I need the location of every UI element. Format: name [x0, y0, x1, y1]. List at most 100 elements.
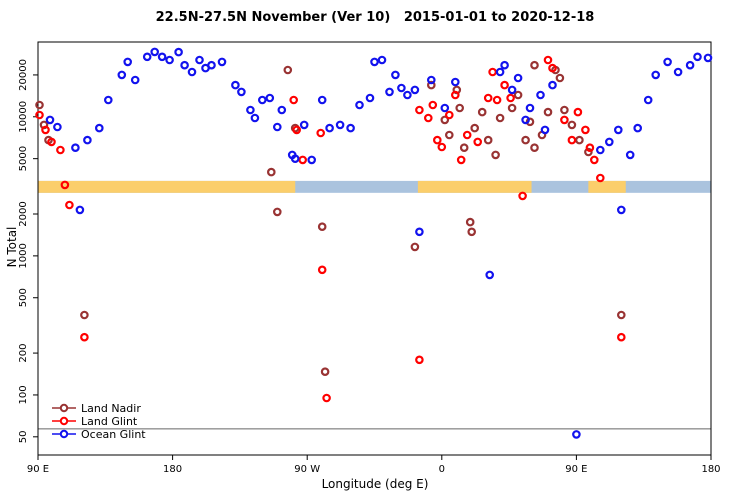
data-point [483, 93, 493, 103]
data-point [289, 95, 299, 105]
data-point [604, 137, 614, 147]
data-point [157, 52, 167, 62]
data-point [616, 332, 626, 342]
data-point [391, 70, 400, 80]
data-point [316, 128, 326, 138]
data-point [525, 103, 535, 113]
data-point [567, 135, 577, 145]
data-point [250, 113, 260, 123]
data-point [53, 122, 62, 132]
data-point [500, 80, 509, 90]
data-point [495, 113, 505, 123]
land-band-segment [38, 180, 296, 193]
data-point [473, 137, 483, 147]
data-point [663, 57, 672, 67]
data-point [410, 85, 420, 95]
data-point [560, 105, 569, 115]
data-point [104, 95, 113, 105]
data-point [616, 310, 626, 320]
data-point [231, 80, 240, 90]
data-point [320, 367, 330, 377]
data-point [543, 107, 553, 117]
data-point [437, 142, 447, 152]
data-point [180, 60, 189, 70]
data-point [693, 52, 702, 62]
data-point [195, 55, 204, 65]
data-point [299, 120, 309, 130]
data-point [440, 103, 450, 113]
x-tick-label: 90 E [27, 464, 49, 475]
y-tick-label: 2000 [18, 201, 29, 226]
data-point [673, 67, 683, 77]
data-point [572, 430, 581, 439]
legend-marker [59, 416, 69, 426]
data-point [365, 93, 375, 103]
data-point [613, 125, 623, 135]
data-point [485, 270, 495, 280]
data-point [633, 123, 643, 133]
data-point [616, 205, 626, 215]
data-point [165, 55, 174, 65]
data-point [643, 95, 653, 105]
data-point [513, 73, 523, 83]
data-point [47, 137, 56, 147]
data-point [584, 147, 593, 157]
data-point [317, 95, 327, 105]
data-point [272, 122, 282, 132]
data-point [150, 47, 160, 57]
data-point [477, 107, 487, 117]
data-point [403, 90, 412, 100]
data-point [207, 60, 216, 70]
data-point [521, 115, 530, 125]
data-point [543, 55, 553, 65]
data-point [80, 332, 89, 342]
y-tick-label: 200 [18, 344, 29, 363]
data-point [507, 85, 517, 95]
data-point [518, 191, 527, 201]
data-point [444, 130, 454, 140]
data-point [548, 63, 557, 73]
data-point [130, 75, 140, 85]
data-point [377, 55, 387, 65]
y-tick-label: 50 [18, 430, 29, 443]
data-point [346, 123, 355, 133]
data-point [548, 80, 557, 90]
data-point [35, 100, 44, 110]
data-point [581, 125, 590, 135]
data-point [585, 143, 595, 153]
data-point [540, 125, 550, 135]
data-point [95, 123, 104, 133]
data-point [117, 70, 127, 80]
data-point [426, 80, 436, 90]
data-point [283, 65, 293, 75]
data-point [530, 143, 539, 153]
data-point [506, 93, 515, 103]
x-tick-label: 180 [701, 464, 720, 475]
x-tick-label: 0 [439, 464, 445, 475]
x-tick-label: 180 [163, 464, 182, 475]
data-point [595, 173, 605, 183]
x-tick-label: 90 E [565, 464, 587, 475]
data-point [685, 60, 695, 70]
data-point [265, 93, 275, 103]
data-point [335, 120, 345, 130]
data-point [290, 154, 300, 164]
y-tick-label: 10000 [18, 101, 29, 133]
data-point [307, 155, 317, 165]
data-point [625, 150, 635, 160]
data-point [83, 135, 92, 145]
data-point [415, 355, 424, 365]
data-point [432, 135, 442, 145]
data-point [530, 60, 539, 70]
data-point [462, 130, 472, 140]
data-point [426, 75, 436, 85]
data-point [415, 227, 424, 237]
data-point [317, 265, 327, 275]
data-point [397, 83, 406, 93]
plot-border [37, 41, 712, 456]
series-land-nadir [35, 60, 626, 377]
series-land-glint [35, 55, 626, 403]
data-point [470, 123, 480, 133]
